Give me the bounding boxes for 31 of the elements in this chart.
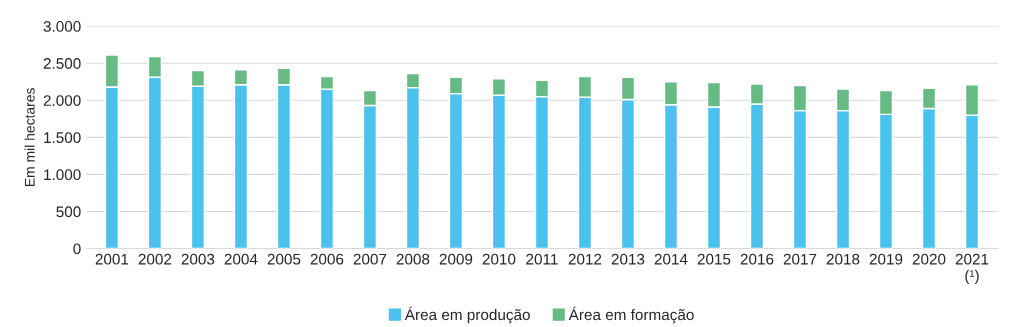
x-tick-label: 2018 bbox=[826, 253, 860, 265]
y-tick-label: 1.500 bbox=[44, 132, 81, 144]
x-tick-label: 2016 bbox=[740, 253, 774, 265]
legend-label: Área em produção bbox=[404, 306, 530, 324]
y-tick-label: 1.000 bbox=[44, 169, 81, 181]
x-tick-label: 2012 bbox=[568, 253, 602, 265]
y-tick-label: 500 bbox=[56, 206, 81, 218]
x-tick-label: 2002 bbox=[138, 253, 172, 265]
y-tick-label: 0 bbox=[73, 243, 81, 255]
x-tick-label: 2019 bbox=[869, 253, 903, 265]
x-tick-label: 2015 bbox=[697, 253, 731, 265]
y-tick-label: 2.500 bbox=[43, 58, 81, 69]
x-tick-label: 2014 bbox=[654, 253, 688, 265]
x-tick-label: 2013 bbox=[611, 253, 645, 265]
x-tick-label: 2021 (¹) bbox=[955, 253, 989, 285]
y-axis-title: Em mil hectares bbox=[24, 88, 35, 186]
y-tick-label: 2.000 bbox=[43, 95, 81, 106]
x-tick-label: 2010 bbox=[482, 253, 516, 265]
x-tick-label: 2011 bbox=[526, 253, 558, 265]
x-tick-label: 2020 bbox=[912, 253, 946, 265]
x-tick-label: 2001 bbox=[95, 253, 129, 265]
y-tick-label: 3.000 bbox=[43, 21, 81, 32]
x-tick-label: 2005 bbox=[267, 253, 301, 265]
legend-label: Área em formação bbox=[568, 306, 694, 324]
x-tick-label: 2003 bbox=[181, 253, 215, 265]
x-tick-label: 2007 bbox=[353, 253, 387, 265]
x-tick-label: 2008 bbox=[396, 253, 430, 265]
x-tick-label: 2004 bbox=[224, 253, 258, 265]
x-tick-label: 2009 bbox=[439, 253, 473, 265]
x-tick-label: 2006 bbox=[310, 253, 344, 265]
x-tick-label: 2017 bbox=[783, 253, 817, 265]
